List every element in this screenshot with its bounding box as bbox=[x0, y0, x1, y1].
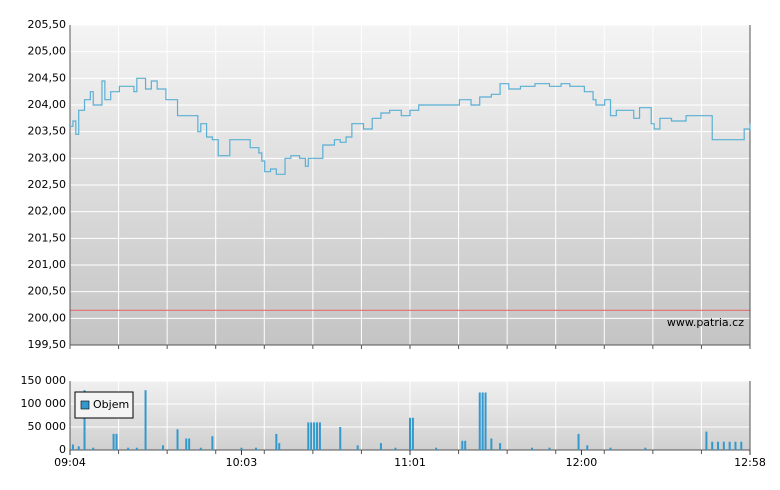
volume-bar bbox=[83, 390, 86, 450]
volume-bar bbox=[722, 441, 725, 450]
y-tick-label: 200,50 bbox=[28, 285, 67, 298]
y-tick-label: 204,00 bbox=[28, 98, 67, 111]
legend-swatch bbox=[80, 400, 90, 410]
volume-bar bbox=[435, 447, 438, 450]
legend-label: Objem bbox=[93, 398, 129, 411]
y-tick-label: 0 bbox=[59, 443, 66, 456]
volume-bar bbox=[461, 440, 464, 450]
volume-bar bbox=[409, 417, 411, 450]
price-line bbox=[70, 77, 751, 175]
volume-bar bbox=[356, 445, 359, 450]
volume-bar bbox=[644, 447, 647, 450]
volume-bar bbox=[484, 392, 487, 450]
volume-bar bbox=[254, 447, 257, 450]
x-tick-label: 12:00 bbox=[566, 456, 598, 469]
y-tick-label: 205,00 bbox=[28, 45, 67, 58]
volume-bar bbox=[379, 443, 382, 450]
y-tick-label: 200,00 bbox=[28, 311, 67, 324]
volume-bar bbox=[481, 392, 484, 450]
volume-bar bbox=[115, 433, 118, 450]
volume-bar bbox=[185, 438, 188, 450]
x-tick-label: 12:58 bbox=[734, 456, 766, 469]
y-tick-label: 150 000 bbox=[21, 374, 67, 387]
volume-bar bbox=[278, 443, 281, 450]
x-tick-label: 09:04 bbox=[54, 456, 86, 469]
volume-bar bbox=[176, 429, 179, 450]
volume-bar bbox=[717, 441, 720, 450]
y-tick-label: 100 000 bbox=[21, 397, 67, 410]
volume-bar bbox=[586, 445, 589, 450]
volume-bar bbox=[705, 431, 708, 450]
volume-bar bbox=[531, 447, 534, 450]
y-tick-label: 201,50 bbox=[28, 231, 67, 244]
volume-bar bbox=[127, 447, 130, 450]
y-tick-label: 205,50 bbox=[28, 18, 67, 31]
volume-bar bbox=[734, 441, 737, 450]
annotation: www.patria.cz bbox=[667, 316, 744, 329]
volume-bar bbox=[609, 447, 612, 450]
volume-bar bbox=[394, 447, 397, 450]
volume-bar bbox=[740, 441, 743, 450]
volume-bar bbox=[728, 441, 731, 450]
y-tick-label: 203,00 bbox=[28, 151, 67, 164]
volume-bar bbox=[92, 447, 95, 450]
volume-bar bbox=[711, 441, 714, 450]
volume-bar bbox=[318, 422, 321, 450]
y-tick-label: 202,00 bbox=[28, 205, 67, 218]
volume-bar bbox=[211, 436, 214, 450]
volume-bar bbox=[144, 390, 147, 450]
y-tick-label: 50 000 bbox=[28, 420, 67, 433]
volume-bar bbox=[411, 417, 414, 450]
x-tick-label: 10:03 bbox=[226, 456, 258, 469]
volume-bar bbox=[135, 447, 138, 450]
volume-bar bbox=[310, 422, 313, 450]
y-tick-label: 204,50 bbox=[28, 71, 67, 84]
volume-bar bbox=[240, 447, 243, 450]
volume-bar bbox=[313, 422, 316, 450]
x-tick-label: 11:01 bbox=[394, 456, 426, 469]
volume-bar bbox=[77, 446, 80, 450]
volume-bar bbox=[548, 447, 551, 450]
y-tick-label: 202,50 bbox=[28, 178, 67, 191]
volume-bar bbox=[161, 445, 164, 450]
y-tick-label: 199,50 bbox=[28, 338, 67, 351]
volume-bar bbox=[316, 422, 319, 450]
volume-bar bbox=[307, 422, 310, 450]
y-tick-label: 203,50 bbox=[28, 125, 67, 138]
volume-bar bbox=[188, 438, 191, 450]
volume-bar bbox=[339, 427, 342, 450]
volume-bar bbox=[478, 392, 481, 450]
volume-bar bbox=[464, 440, 467, 450]
volume-bar bbox=[577, 433, 580, 450]
volume-bar bbox=[499, 443, 502, 450]
volume-bar bbox=[490, 438, 493, 450]
volume-bar bbox=[199, 447, 202, 450]
volume-bar bbox=[71, 444, 74, 450]
volume-bar bbox=[112, 433, 115, 450]
y-tick-label: 201,00 bbox=[28, 258, 67, 271]
volume-bar bbox=[275, 433, 278, 450]
